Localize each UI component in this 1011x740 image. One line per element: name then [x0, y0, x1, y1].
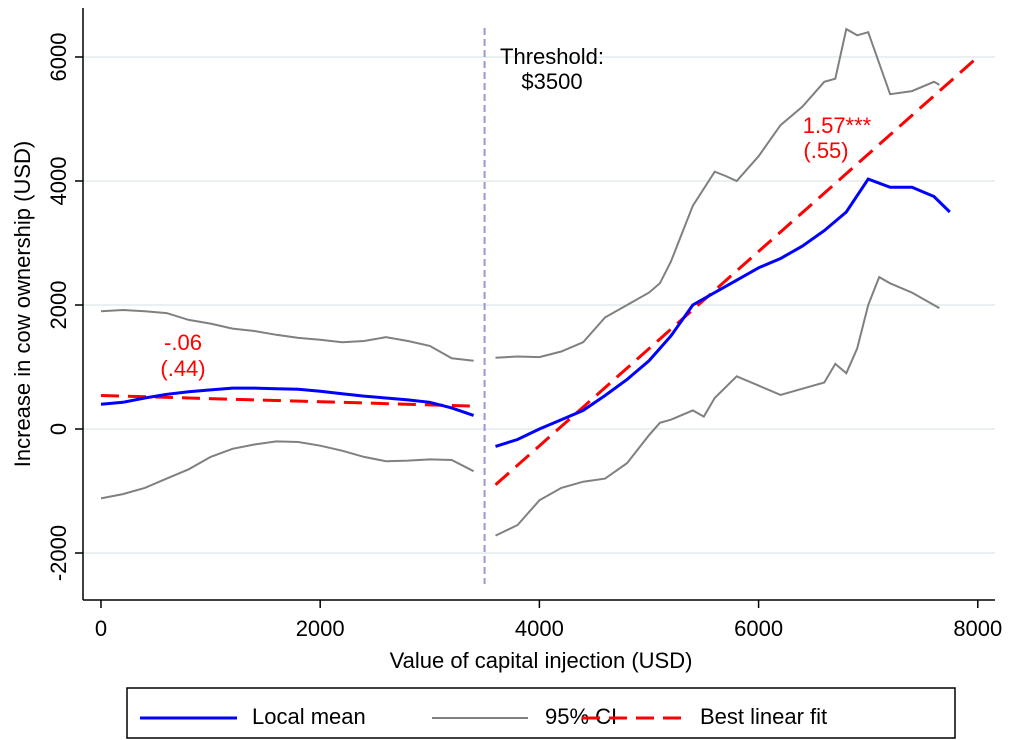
- threshold-value: $3500: [521, 69, 582, 94]
- y-tick-label: 6000: [46, 33, 71, 82]
- x-tick-label: 0: [95, 616, 107, 641]
- annotation: 1.57***: [803, 113, 872, 138]
- y-tick-label: 2000: [46, 281, 71, 330]
- threshold-label: Threshold:: [500, 44, 604, 69]
- annotation: -.06: [164, 330, 202, 355]
- x-tick-label: 4000: [515, 616, 564, 641]
- x-tick-label: 6000: [734, 616, 783, 641]
- y-tick-label: 4000: [46, 157, 71, 206]
- series-line: [100, 55, 979, 486]
- series-line: [100, 275, 940, 537]
- x-axis-label: Value of capital injection (USD): [390, 648, 693, 673]
- y-tick-label: 0: [46, 423, 71, 435]
- legend-label: Best linear fit: [700, 704, 827, 729]
- annotation: (.55): [803, 138, 848, 163]
- annotation: (.44): [160, 356, 205, 381]
- x-tick-label: 8000: [953, 616, 1002, 641]
- series-line: [100, 27, 940, 362]
- x-tick-label: 2000: [296, 616, 345, 641]
- y-axis-label: Increase in cow ownership (USD): [10, 141, 35, 467]
- legend-box: [126, 687, 956, 739]
- legend-label: 95% CI: [545, 704, 617, 729]
- legend-label: Local mean: [252, 704, 366, 729]
- series-line: [100, 177, 951, 448]
- y-tick-label: -2000: [46, 525, 71, 581]
